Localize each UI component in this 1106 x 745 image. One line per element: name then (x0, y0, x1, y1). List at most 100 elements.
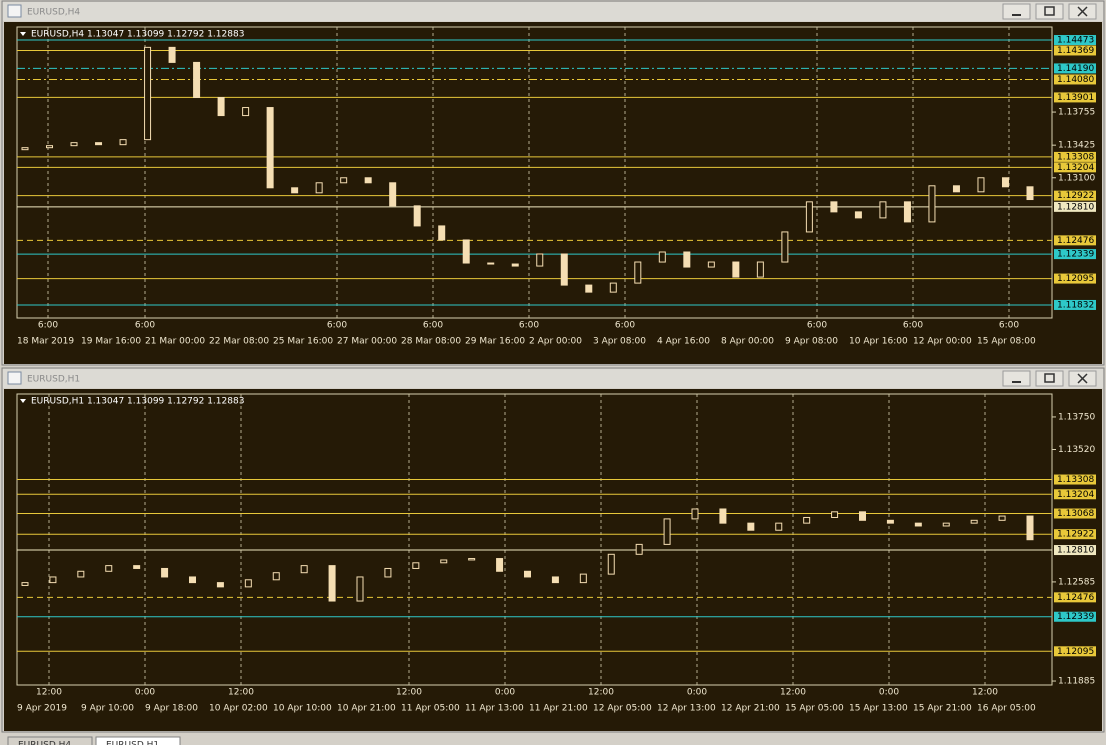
candle (315, 182, 323, 194)
level-tag (1054, 92, 1096, 103)
candle (468, 558, 476, 561)
level-label: 1.14369 (1057, 46, 1094, 56)
time-label: 6:00 (903, 321, 923, 331)
candle (340, 177, 348, 184)
level-label: 1.14080 (1057, 75, 1094, 85)
level-label: 1.12810 (1057, 202, 1094, 212)
level-tag (1054, 489, 1096, 500)
date-label: 12 Apr 21:00 (721, 704, 780, 714)
maximize-button[interactable] (1035, 370, 1064, 387)
chart-header: EURUSD,H1 1.13047 1.13099 1.12792 1.1288… (31, 397, 244, 407)
candle (658, 251, 666, 263)
level-tag (1054, 74, 1096, 85)
candle (831, 511, 839, 518)
candle (634, 261, 642, 284)
candle (413, 205, 421, 227)
maximize-glyph (1044, 373, 1055, 383)
candle (607, 553, 615, 575)
level-label: 1.14473 (1057, 36, 1094, 46)
candle (511, 263, 519, 267)
level-tag (1054, 151, 1096, 162)
level-tag (1054, 63, 1096, 74)
candle (168, 46, 176, 63)
y-tick-label: 1.13755 (1058, 108, 1095, 118)
plot-border (16, 26, 1053, 319)
candle (928, 185, 936, 223)
candle (144, 46, 152, 141)
time-label: 12:00 (780, 688, 806, 698)
candle (524, 570, 531, 578)
time-label: 12:00 (972, 688, 998, 698)
candle (193, 61, 201, 99)
level-tag (1054, 201, 1096, 212)
level-tag (1054, 508, 1096, 519)
level-label: 1.12922 (1057, 530, 1094, 540)
date-label: 12 Apr 13:00 (657, 704, 716, 714)
header-arrow (20, 32, 26, 36)
candle (998, 515, 1006, 521)
candle (536, 253, 544, 267)
time-label: 0:00 (495, 688, 515, 698)
time-label: 6:00 (807, 321, 827, 331)
candle (462, 239, 470, 264)
date-label: 25 Mar 16:00 (273, 337, 333, 347)
candle (46, 145, 54, 149)
candle (775, 522, 783, 531)
time-label: 6:00 (38, 321, 58, 331)
date-label: 19 Mar 16:00 (81, 337, 141, 347)
time-label: 12:00 (396, 688, 422, 698)
candle (585, 284, 593, 293)
candle (886, 519, 894, 524)
date-label: 10 Apr 16:00 (849, 337, 908, 347)
level-label: 1.13308 (1057, 475, 1094, 485)
date-label: 16 Apr 05:00 (977, 704, 1036, 714)
candle (244, 579, 252, 588)
level-label: 1.12476 (1057, 593, 1094, 603)
candle (266, 107, 274, 189)
close-glyph (1077, 6, 1088, 17)
level-label: 1.13204 (1057, 490, 1094, 500)
level-tag (1054, 35, 1096, 46)
date-label: 9 Apr 2019 (17, 704, 67, 714)
y-tick-label: 1.13100 (1058, 173, 1095, 183)
y-tick-label: 1.13750 (1058, 412, 1095, 422)
date-label: 28 Mar 08:00 (401, 337, 461, 347)
candle (438, 225, 446, 241)
window-icon (7, 371, 22, 385)
candle (635, 543, 643, 555)
date-label: 15 Apr 08:00 (977, 337, 1036, 347)
level-label: 1.12339 (1057, 612, 1094, 622)
window-title: EURUSD,H4 (27, 8, 80, 18)
tab[interactable] (95, 736, 181, 745)
title-bar (3, 369, 1103, 388)
date-label: 4 Apr 16:00 (657, 337, 710, 347)
candle (579, 573, 587, 584)
tab-label: EURUSD,H1 (106, 741, 159, 745)
level-label: 1.12095 (1057, 274, 1094, 284)
candle (496, 558, 504, 572)
close-glyph (1077, 373, 1088, 384)
maximize-button[interactable] (1035, 3, 1064, 20)
candle (356, 576, 364, 602)
candle (440, 559, 448, 564)
candle (105, 565, 113, 572)
level-tag (1054, 249, 1096, 260)
candle (859, 511, 866, 521)
candle (389, 182, 397, 207)
plot-border (16, 393, 1053, 686)
candle (328, 565, 336, 602)
tab[interactable] (7, 736, 93, 745)
level-tag (1054, 646, 1096, 657)
level-tag (1054, 611, 1096, 622)
minimize-button[interactable] (1002, 370, 1031, 387)
candle (384, 567, 392, 578)
level-tag (1054, 162, 1096, 173)
minimize-button[interactable] (1002, 3, 1031, 20)
candle (879, 201, 887, 219)
level-tag (1054, 235, 1096, 246)
time-label: 6:00 (615, 321, 635, 331)
candle (560, 253, 568, 286)
candle (21, 147, 29, 151)
candle (272, 572, 280, 581)
candle (707, 261, 715, 268)
